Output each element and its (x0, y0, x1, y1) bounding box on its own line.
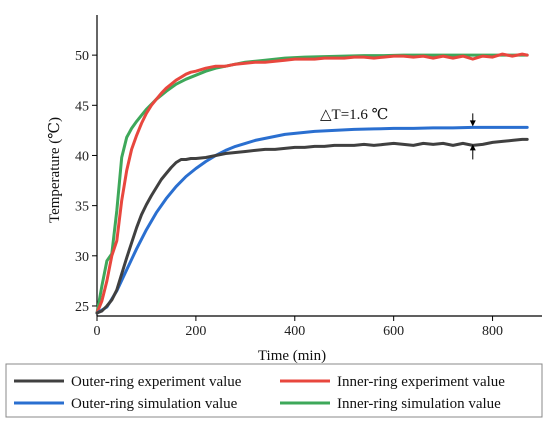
legend: Outer-ring experiment value Inner-ring e… (5, 363, 543, 418)
y-tick-label: 50 (75, 49, 89, 64)
x-tick-label: 200 (185, 324, 206, 339)
y-tick-label: 45 (75, 99, 89, 114)
delta-t-annotation: △T=1.6 ℃ (320, 107, 388, 123)
y-axis-title: Temperature (℃) (47, 117, 63, 223)
y-tick-label: 25 (75, 300, 89, 315)
series-line-inner-experiment (95, 52, 529, 315)
legend-label-outer-experiment: Outer-ring experiment value (71, 374, 242, 390)
x-tick-label: 600 (383, 324, 404, 339)
series-line-outer-experiment (95, 137, 529, 315)
plot-area: 0 200 400 600 800 25 30 35 40 45 50 (75, 15, 542, 339)
legend-label-inner-simulation: Inner-ring simulation value (337, 396, 501, 412)
series-line-inner-simulation (95, 53, 529, 315)
y-tick-label: 35 (75, 200, 89, 215)
x-tick-label: 800 (482, 324, 503, 339)
x-axis-title: Time (min) (258, 348, 326, 364)
x-tick-label: 0 (94, 324, 101, 339)
legend-label-inner-experiment: Inner-ring experiment value (337, 374, 505, 390)
legend-label-outer-simulation: Outer-ring simulation value (71, 396, 238, 412)
y-tick-label: 40 (75, 149, 89, 164)
series-line-outer-simulation (95, 125, 529, 315)
legend-border (5, 363, 543, 418)
delta-t-arrow-top-head (469, 120, 476, 127)
x-tick-label: 400 (284, 324, 305, 339)
delta-t-arrow-bottom-head (469, 144, 476, 151)
y-tick-label: 30 (75, 250, 89, 265)
